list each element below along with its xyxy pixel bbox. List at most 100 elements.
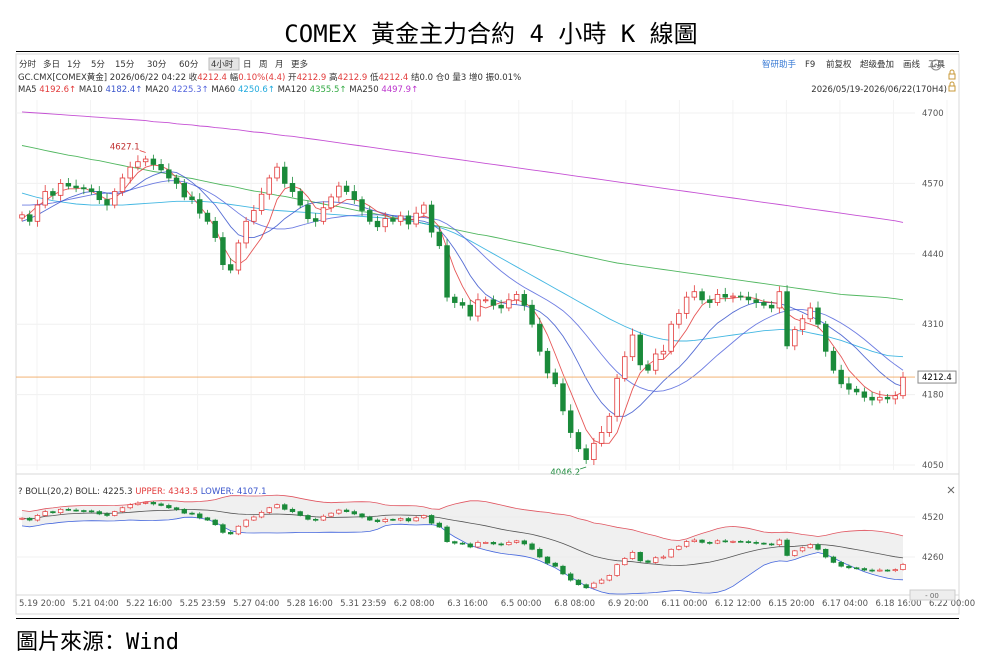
candle[interactable] bbox=[498, 299, 504, 314]
candle[interactable] bbox=[660, 344, 667, 360]
close-icon[interactable] bbox=[947, 486, 955, 494]
candle[interactable] bbox=[761, 299, 767, 309]
candle[interactable] bbox=[158, 159, 164, 174]
candle[interactable] bbox=[676, 309, 682, 329]
period-tab[interactable]: 15分 bbox=[115, 60, 135, 70]
toolbar-item[interactable]: F9 bbox=[805, 60, 815, 70]
candle[interactable] bbox=[722, 287, 728, 302]
candle[interactable] bbox=[629, 328, 636, 362]
candle[interactable] bbox=[892, 391, 898, 405]
candle[interactable] bbox=[792, 326, 798, 351]
candle[interactable] bbox=[251, 205, 257, 225]
candle[interactable] bbox=[135, 155, 141, 171]
period-tab[interactable]: 5分 bbox=[91, 60, 105, 70]
candle[interactable] bbox=[104, 193, 110, 211]
candle[interactable] bbox=[807, 302, 813, 323]
candle[interactable] bbox=[552, 368, 558, 388]
candle[interactable] bbox=[815, 301, 821, 329]
candle[interactable] bbox=[142, 155, 149, 167]
candle[interactable] bbox=[305, 200, 311, 223]
candle[interactable] bbox=[328, 193, 334, 213]
candle[interactable] bbox=[390, 215, 396, 225]
candle[interactable] bbox=[745, 291, 752, 305]
period-tab[interactable]: 月 bbox=[275, 60, 284, 70]
candle[interactable] bbox=[699, 288, 705, 305]
candle[interactable] bbox=[475, 293, 481, 322]
candle[interactable] bbox=[838, 364, 844, 389]
candle[interactable] bbox=[691, 285, 698, 301]
candle[interactable] bbox=[413, 206, 419, 228]
candle[interactable] bbox=[57, 179, 64, 201]
candle[interactable] bbox=[204, 209, 211, 225]
period-tab[interactable]: 4小时 bbox=[211, 59, 234, 70]
candle[interactable] bbox=[506, 293, 512, 312]
toolbar-item[interactable]: 画线 bbox=[903, 59, 921, 70]
candle[interactable] bbox=[336, 181, 342, 203]
period-tab[interactable]: 1分 bbox=[67, 60, 81, 70]
candle[interactable] bbox=[436, 226, 443, 249]
candle[interactable] bbox=[73, 179, 79, 193]
candle[interactable] bbox=[405, 210, 412, 230]
candle[interactable] bbox=[869, 391, 875, 406]
candle[interactable] bbox=[452, 293, 458, 308]
candle[interactable] bbox=[282, 161, 288, 188]
candle[interactable] bbox=[830, 346, 837, 374]
candle[interactable] bbox=[81, 184, 87, 195]
candle[interactable] bbox=[50, 188, 56, 200]
candle[interactable] bbox=[119, 173, 126, 196]
candle[interactable] bbox=[359, 196, 365, 216]
candle[interactable] bbox=[645, 360, 651, 374]
candle[interactable] bbox=[521, 290, 528, 311]
candle[interactable] bbox=[289, 176, 296, 197]
candle[interactable] bbox=[707, 295, 713, 308]
candle[interactable] bbox=[583, 444, 589, 464]
candle[interactable] bbox=[467, 299, 473, 321]
candle[interactable] bbox=[730, 292, 736, 303]
period-tab[interactable]: 60分 bbox=[179, 60, 199, 70]
candle[interactable] bbox=[482, 296, 489, 304]
candle[interactable] bbox=[459, 298, 466, 309]
candle[interactable] bbox=[65, 177, 72, 190]
candle[interactable] bbox=[34, 199, 41, 227]
period-tab[interactable]: 30分 bbox=[147, 60, 167, 70]
candle[interactable] bbox=[560, 378, 566, 416]
candle[interactable] bbox=[320, 201, 327, 225]
toolbar-item[interactable]: 超级叠加 bbox=[860, 59, 894, 70]
candle[interactable] bbox=[544, 348, 551, 379]
candle[interactable] bbox=[614, 374, 620, 422]
candle[interactable] bbox=[784, 285, 790, 350]
candle[interactable] bbox=[877, 390, 883, 404]
candle[interactable] bbox=[900, 371, 906, 399]
candle[interactable] bbox=[622, 351, 628, 382]
candle[interactable] bbox=[96, 186, 102, 204]
candle[interactable] bbox=[266, 174, 273, 200]
candle[interactable] bbox=[42, 185, 48, 209]
candle[interactable] bbox=[799, 314, 806, 336]
candle[interactable] bbox=[382, 212, 388, 233]
candle[interactable] bbox=[591, 437, 597, 465]
candle[interactable] bbox=[150, 154, 157, 170]
candle[interactable] bbox=[112, 188, 118, 209]
candle[interactable] bbox=[853, 385, 860, 396]
candle[interactable] bbox=[343, 180, 350, 195]
candle[interactable] bbox=[397, 211, 404, 226]
candle[interactable] bbox=[637, 331, 643, 371]
candle[interactable] bbox=[166, 163, 172, 183]
candle[interactable] bbox=[567, 404, 574, 438]
candle[interactable] bbox=[598, 426, 605, 447]
candle[interactable] bbox=[823, 320, 829, 357]
period-tab[interactable]: 多日 bbox=[43, 59, 60, 70]
candle[interactable] bbox=[227, 258, 234, 274]
candle[interactable] bbox=[127, 161, 133, 184]
candle[interactable] bbox=[173, 174, 180, 189]
candle[interactable] bbox=[374, 215, 381, 232]
candle[interactable] bbox=[861, 387, 868, 402]
candle[interactable] bbox=[529, 299, 535, 328]
candle[interactable] bbox=[652, 348, 659, 375]
scrollbar[interactable]: - 00 bbox=[909, 589, 956, 601]
candle[interactable] bbox=[668, 320, 674, 355]
candle[interactable] bbox=[421, 201, 427, 218]
candle[interactable] bbox=[606, 413, 613, 437]
candle[interactable] bbox=[367, 206, 373, 225]
candle[interactable] bbox=[714, 289, 721, 306]
